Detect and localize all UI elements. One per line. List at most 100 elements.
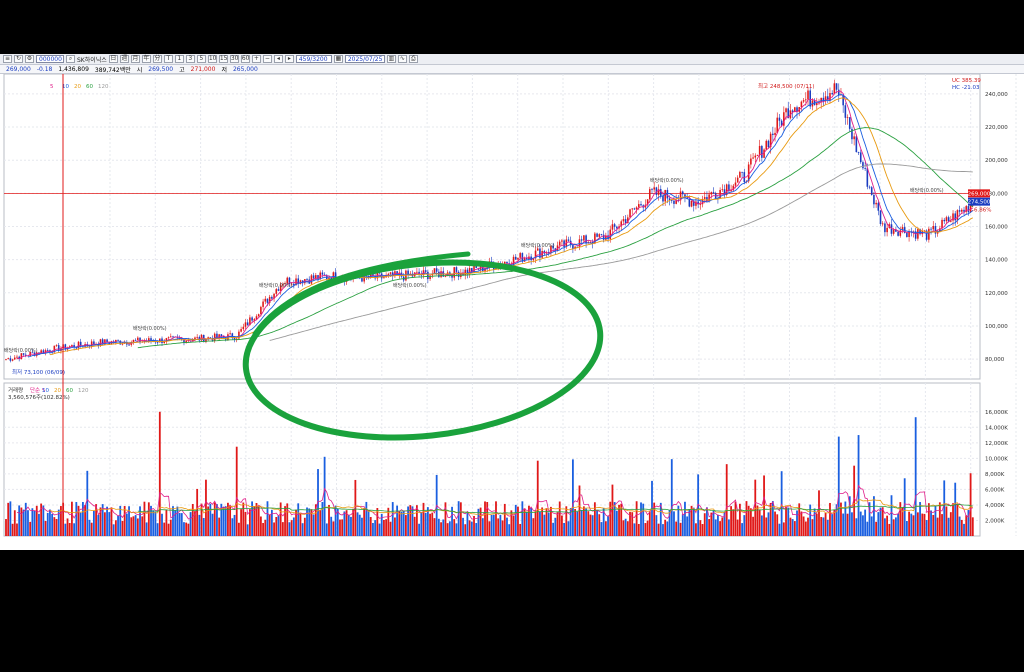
candle-body bbox=[956, 210, 959, 221]
candle-body bbox=[886, 227, 888, 233]
candle-body bbox=[137, 337, 139, 341]
refresh-icon[interactable]: ↻ bbox=[14, 55, 23, 63]
volume-bar bbox=[365, 501, 368, 536]
candle-body bbox=[943, 219, 946, 222]
candle-body bbox=[22, 353, 25, 355]
period-minute-button[interactable]: 分 bbox=[152, 55, 162, 63]
zoom-in-icon[interactable]: + bbox=[251, 55, 261, 63]
period-count-input[interactable]: 459/3200 bbox=[295, 55, 332, 63]
highlight-annotation bbox=[242, 251, 604, 441]
candle-body bbox=[207, 337, 209, 340]
volume-bar bbox=[780, 471, 783, 536]
zoom-out-icon[interactable]: − bbox=[262, 55, 272, 63]
candle-body bbox=[822, 97, 825, 102]
chart-type-icon[interactable]: ▥ bbox=[386, 55, 396, 63]
volume-bar bbox=[328, 505, 330, 536]
interval-10-button[interactable]: 10 bbox=[207, 55, 217, 63]
interval-30-button[interactable]: 30 bbox=[229, 55, 239, 63]
interval-3-button[interactable]: 3 bbox=[185, 55, 195, 63]
period-day-button[interactable]: 日 bbox=[108, 55, 118, 63]
period-week-button[interactable]: 週 bbox=[119, 55, 129, 63]
volume-bar bbox=[710, 512, 713, 536]
candle-body bbox=[55, 345, 58, 346]
candle-body bbox=[616, 226, 618, 229]
candle-body bbox=[785, 108, 787, 113]
interval-15-button[interactable]: 15 bbox=[218, 55, 228, 63]
volume-bar bbox=[868, 502, 871, 536]
volume-bar bbox=[42, 505, 45, 536]
scroll-left-icon[interactable]: ◂ bbox=[273, 55, 283, 63]
candle-body bbox=[159, 338, 161, 343]
volume-bar bbox=[339, 519, 341, 536]
volume-bar bbox=[44, 520, 47, 536]
volume-bar bbox=[178, 512, 181, 536]
code-input[interactable]: 000000 bbox=[36, 55, 64, 63]
volume-bar bbox=[919, 502, 921, 536]
volume-bar bbox=[227, 502, 229, 536]
candle-body bbox=[222, 336, 225, 338]
low-value: 265,000 bbox=[232, 65, 258, 73]
candle-body bbox=[172, 336, 174, 338]
candle-body bbox=[563, 240, 565, 247]
volume-bar bbox=[677, 505, 680, 536]
volume-bar bbox=[723, 512, 726, 536]
candle-body bbox=[945, 217, 948, 222]
volume-bar bbox=[875, 521, 878, 536]
volume-bar bbox=[60, 506, 62, 536]
volume-bar bbox=[662, 524, 664, 536]
volume-bar bbox=[492, 514, 495, 536]
indicator-icon[interactable]: ∿ bbox=[397, 55, 407, 63]
period-year-button[interactable]: 年 bbox=[141, 55, 151, 63]
volume-bar bbox=[798, 503, 801, 536]
candle-body bbox=[310, 275, 313, 284]
volume-bar bbox=[954, 482, 957, 536]
candle-body bbox=[532, 258, 535, 261]
volume-bar bbox=[637, 523, 640, 536]
print-icon[interactable]: ⎙ bbox=[408, 55, 418, 63]
volume-bar bbox=[147, 502, 150, 536]
volume-bar bbox=[154, 511, 157, 536]
candle-body bbox=[613, 224, 616, 227]
volume-bar bbox=[921, 513, 924, 536]
candle-body bbox=[253, 319, 256, 321]
settings-icon[interactable]: ⚙ bbox=[25, 55, 34, 63]
calendar-icon[interactable]: ▦ bbox=[333, 55, 343, 63]
volume-bar bbox=[303, 517, 306, 536]
volume-bar bbox=[361, 517, 363, 536]
volume-bar bbox=[855, 518, 858, 536]
date-input[interactable]: 2025/07/25 bbox=[344, 55, 385, 63]
price-axis-tick: 240,000 bbox=[985, 92, 1008, 98]
volume-bar bbox=[692, 507, 695, 536]
volume-bar bbox=[255, 503, 258, 536]
volume-bar bbox=[884, 518, 886, 536]
volume-bar bbox=[198, 514, 201, 536]
volume-bar bbox=[117, 515, 119, 536]
candle-body bbox=[455, 267, 458, 272]
volume-bar bbox=[602, 508, 605, 536]
candle-body bbox=[148, 338, 150, 342]
volume-axis-tick: 2,000K bbox=[985, 518, 1005, 524]
menu-icon[interactable]: ≡ bbox=[3, 55, 12, 63]
price-volume-chart[interactable]: 240,000 220,000 200,000 180,000 160,000 140,0… bbox=[0, 74, 1024, 538]
volume-bar bbox=[708, 519, 711, 536]
period-month-button[interactable]: 月 bbox=[130, 55, 140, 63]
ma-line-5 bbox=[16, 90, 973, 360]
candle-body bbox=[444, 276, 447, 277]
candle-body bbox=[378, 272, 381, 274]
scroll-right-icon[interactable]: ▸ bbox=[284, 55, 294, 63]
volume-bar bbox=[600, 522, 603, 536]
candle-body bbox=[815, 103, 818, 106]
candle-body bbox=[919, 229, 921, 235]
volume-bar bbox=[776, 514, 779, 536]
interval-5-button[interactable]: 5 bbox=[196, 55, 206, 63]
volume-bar bbox=[916, 512, 919, 536]
candle-body bbox=[567, 239, 570, 241]
interval-60-button[interactable]: 60 bbox=[240, 55, 250, 63]
volume-bar bbox=[306, 507, 308, 536]
dividend-label: 배당락(0.00%) bbox=[521, 242, 555, 249]
period-tick-button[interactable]: T bbox=[163, 55, 173, 63]
interval-1-button[interactable]: 1 bbox=[174, 55, 184, 63]
volume-bar bbox=[488, 521, 491, 536]
candle-body bbox=[277, 289, 280, 291]
search-icon[interactable]: ⌕ bbox=[66, 55, 75, 63]
